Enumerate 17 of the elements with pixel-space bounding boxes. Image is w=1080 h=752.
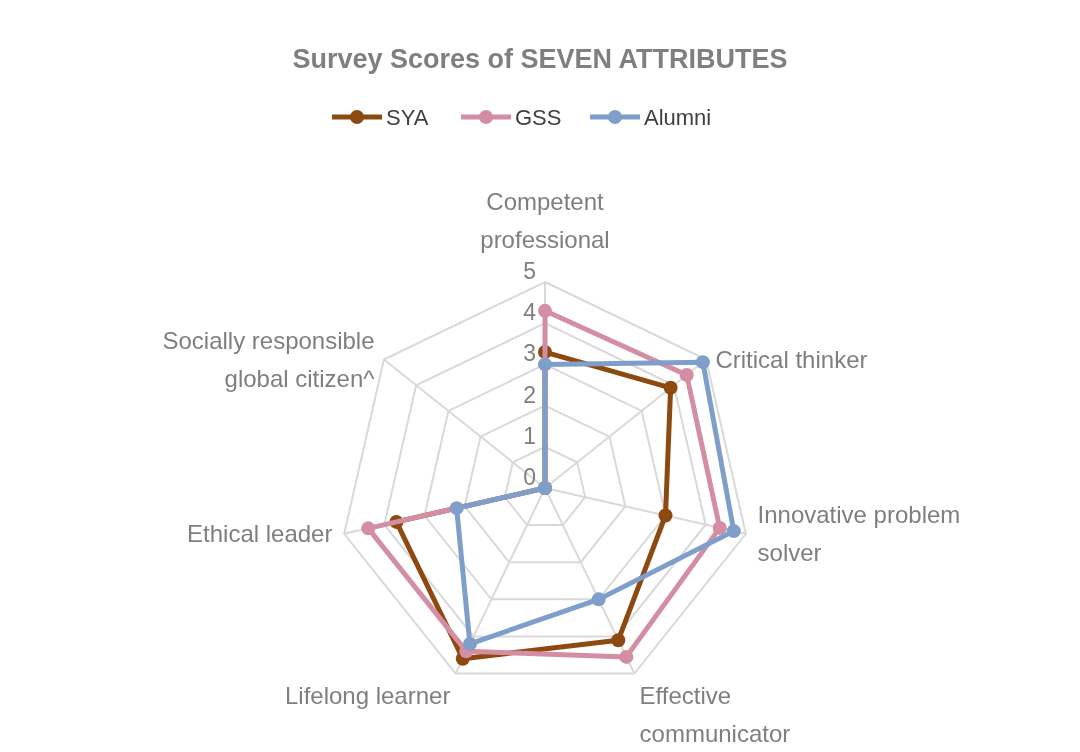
- legend-label: SYA: [386, 105, 429, 130]
- legend-label: Alumni: [644, 105, 712, 130]
- spoke-label: Socially responsible global citizen^: [162, 326, 376, 392]
- spoke-label: Competent professional: [480, 188, 610, 253]
- y-tick-label: 5: [523, 258, 536, 284]
- spoke-label: Lifelong learner: [284, 681, 451, 709]
- legend-label: GSS: [515, 105, 562, 130]
- y-tick-label: 2: [523, 381, 536, 408]
- y-tick-label: 4: [523, 299, 537, 326]
- spoke-label: Critical thinker: [715, 345, 868, 373]
- spoke-label: Effective communicator: [639, 681, 791, 747]
- spoke-label: Ethical leader: [187, 519, 333, 547]
- y-tick-label: 3: [523, 340, 536, 367]
- y-tick-label: 1: [523, 422, 536, 449]
- chart-title: Survey Scores of SEVEN ATTRIBUTES: [292, 44, 788, 74]
- y-tick-label: 0: [523, 464, 536, 490]
- spoke-label: Innovative problem solver: [757, 500, 961, 566]
